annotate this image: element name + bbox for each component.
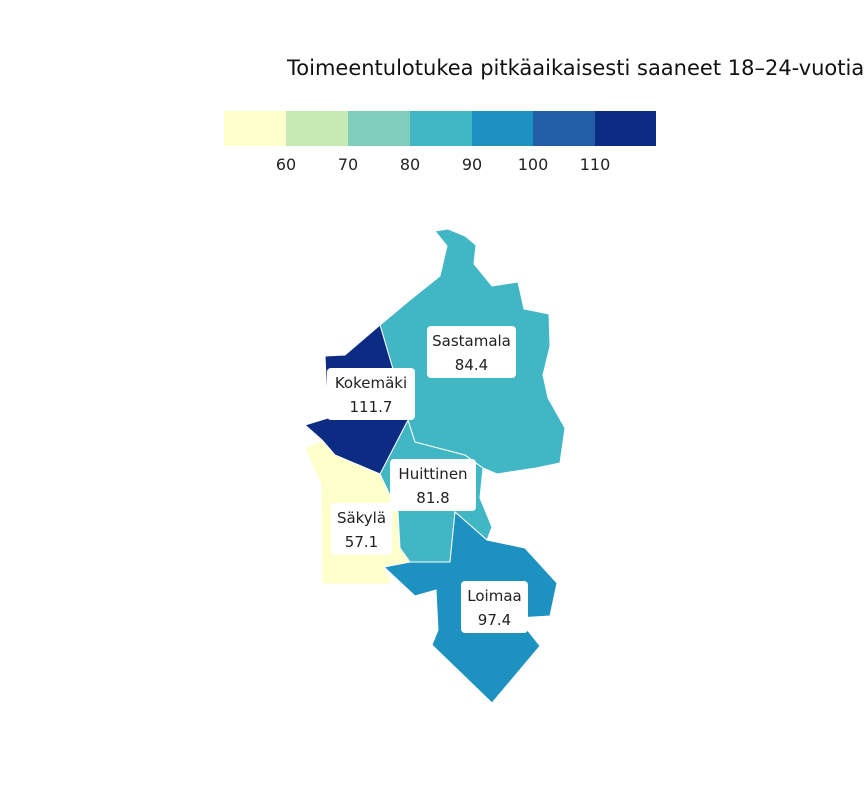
label-kokemaki-box [327, 368, 415, 420]
label-sastamala-name: Sastamala [432, 332, 511, 350]
label-kokemaki-value: 111.7 [350, 398, 393, 416]
label-sakyla-value: 57.1 [345, 533, 378, 551]
label-huittinen: Huittinen 81.8 [390, 459, 476, 511]
legend-swatch-1 [224, 111, 286, 146]
legend-tick-80: 80 [400, 155, 420, 174]
label-huittinen-box [390, 459, 476, 511]
label-loimaa-name: Loimaa [467, 587, 521, 605]
legend-tick-90: 90 [462, 155, 482, 174]
label-loimaa-box [461, 581, 528, 633]
legend-swatch-3 [348, 111, 410, 146]
legend-swatch-5 [472, 111, 533, 146]
legend-tick-100: 100 [518, 155, 549, 174]
legend-swatch-2 [286, 111, 348, 146]
region-labels: Sastamala 84.4 Kokemäki 111.7 Huittinen … [327, 326, 528, 633]
label-sastamala-box [427, 326, 516, 378]
legend-tick-60: 60 [276, 155, 296, 174]
legend-tick-110: 110 [580, 155, 611, 174]
color-legend: 60 70 80 90 100 110 [224, 111, 656, 174]
legend-swatch-4 [410, 111, 472, 146]
legend-swatch-7 [595, 111, 656, 146]
label-sakyla: Säkylä 57.1 [331, 503, 392, 555]
map-title: Toimeentulotukea pitkäaikaisesti saaneet… [287, 56, 864, 80]
label-sakyla-box [331, 503, 392, 555]
label-sakyla-name: Säkylä [337, 509, 386, 527]
label-kokemaki-name: Kokemäki [335, 374, 407, 392]
label-sastamala: Sastamala 84.4 [427, 326, 516, 378]
label-loimaa: Loimaa 97.4 [461, 581, 528, 633]
legend-swatch-6 [533, 111, 595, 146]
label-kokemaki: Kokemäki 111.7 [327, 368, 415, 420]
label-loimaa-value: 97.4 [478, 611, 511, 629]
label-huittinen-name: Huittinen [398, 465, 467, 483]
legend-tick-70: 70 [338, 155, 358, 174]
label-huittinen-value: 81.8 [416, 489, 449, 507]
label-sastamala-value: 84.4 [455, 356, 488, 374]
